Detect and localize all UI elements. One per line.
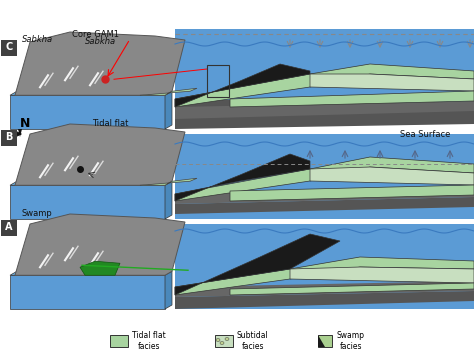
Text: A: A: [5, 222, 13, 232]
Polygon shape: [175, 29, 474, 84]
Polygon shape: [140, 178, 197, 185]
Text: Core GAM1: Core GAM1: [72, 30, 119, 39]
Polygon shape: [230, 91, 474, 107]
Text: Swamp: Swamp: [22, 209, 53, 218]
Text: C: C: [5, 42, 13, 52]
Bar: [318, 335, 332, 347]
Ellipse shape: [225, 337, 229, 340]
Text: Sea Surface: Sea Surface: [400, 130, 450, 139]
Polygon shape: [175, 257, 474, 295]
Text: Swamp
facies: Swamp facies: [337, 331, 365, 351]
Polygon shape: [165, 91, 172, 129]
FancyBboxPatch shape: [1, 130, 17, 146]
Ellipse shape: [220, 341, 224, 345]
Polygon shape: [175, 234, 340, 295]
Bar: [175, 29, 474, 109]
Text: B: B: [5, 132, 13, 142]
FancyBboxPatch shape: [1, 220, 17, 236]
Polygon shape: [80, 261, 120, 275]
Polygon shape: [290, 267, 474, 283]
Ellipse shape: [216, 339, 220, 341]
Polygon shape: [310, 74, 474, 91]
Polygon shape: [10, 271, 172, 275]
Polygon shape: [175, 101, 474, 119]
Polygon shape: [175, 64, 310, 107]
Polygon shape: [175, 197, 474, 214]
Polygon shape: [10, 275, 165, 309]
Bar: [110, 335, 128, 347]
Polygon shape: [230, 185, 474, 201]
Polygon shape: [230, 283, 474, 295]
Polygon shape: [175, 99, 474, 129]
Text: Subtidal
facies: Subtidal facies: [237, 331, 269, 351]
Polygon shape: [175, 281, 474, 297]
FancyBboxPatch shape: [1, 40, 17, 56]
Text: Sabkha: Sabkha: [22, 35, 53, 44]
Polygon shape: [165, 181, 172, 219]
Polygon shape: [165, 271, 172, 309]
Polygon shape: [10, 185, 165, 219]
Bar: [175, 134, 474, 219]
Text: Sabkha: Sabkha: [85, 37, 116, 46]
Polygon shape: [310, 167, 474, 185]
Polygon shape: [10, 181, 172, 185]
Bar: [175, 224, 474, 309]
Polygon shape: [15, 214, 185, 275]
Text: N: N: [20, 117, 30, 130]
Bar: [215, 335, 233, 347]
Polygon shape: [175, 34, 474, 84]
Polygon shape: [10, 91, 172, 95]
Polygon shape: [10, 95, 165, 129]
Polygon shape: [15, 32, 185, 95]
Polygon shape: [140, 88, 197, 95]
Polygon shape: [175, 157, 474, 201]
Polygon shape: [175, 154, 310, 201]
Polygon shape: [175, 187, 474, 204]
Polygon shape: [318, 335, 325, 347]
Polygon shape: [18, 129, 22, 137]
Text: Tidal flat
facies: Tidal flat facies: [132, 331, 166, 351]
Text: Tidal flat: Tidal flat: [92, 119, 128, 128]
Polygon shape: [175, 291, 474, 309]
Bar: [207, 65, 229, 97]
Polygon shape: [15, 124, 185, 185]
Polygon shape: [175, 64, 474, 107]
